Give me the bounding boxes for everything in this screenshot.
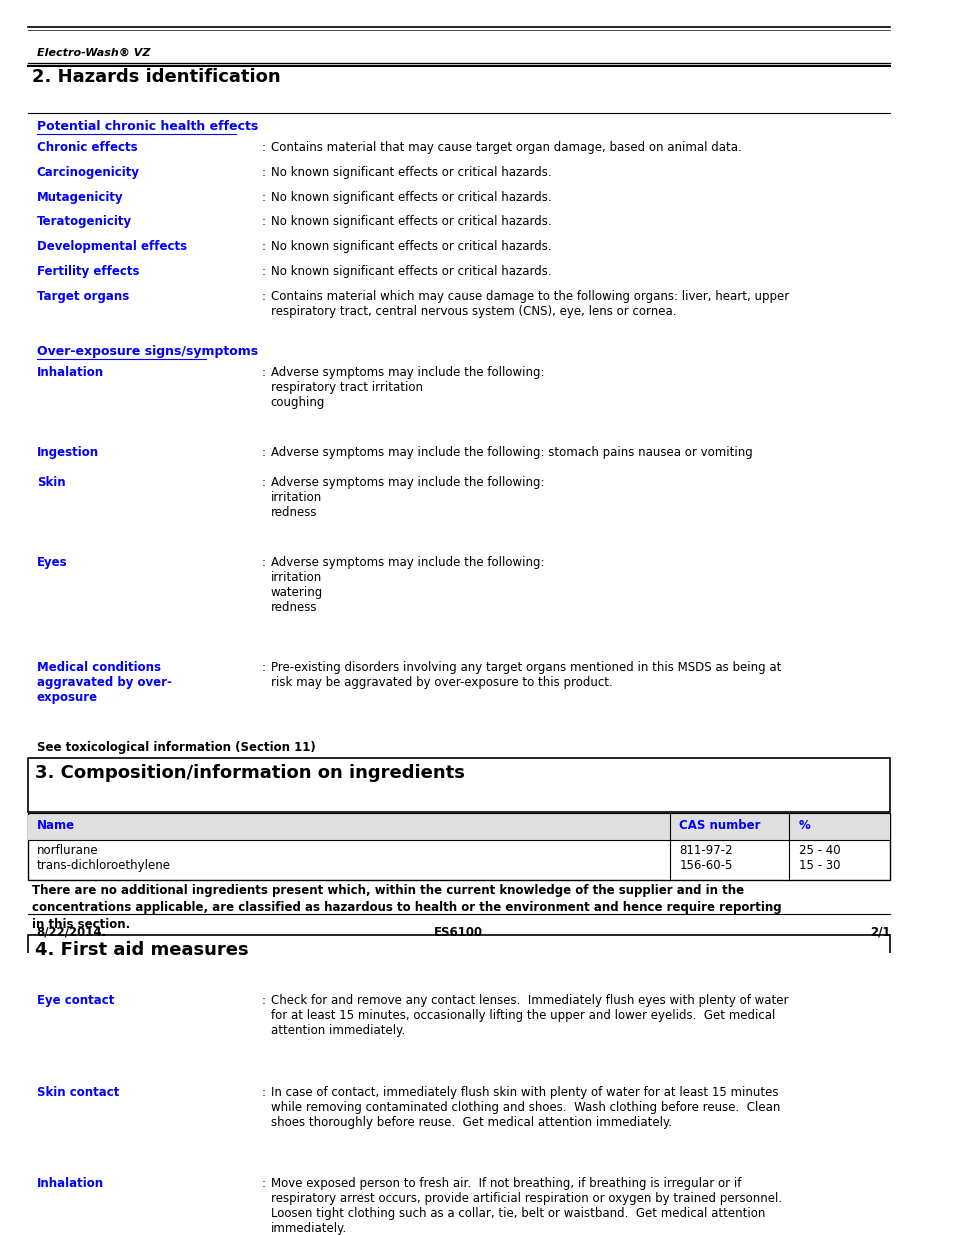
Text: 25 - 40
15 - 30: 25 - 40 15 - 30 xyxy=(798,844,840,872)
Text: No known significant effects or critical hazards.: No known significant effects or critical… xyxy=(271,215,551,228)
Text: In case of contact, immediately flush skin with plenty of water for at least 15 : In case of contact, immediately flush sk… xyxy=(271,1086,780,1129)
Text: Eyes: Eyes xyxy=(36,556,68,569)
Text: Adverse symptoms may include the following: stomach pains nausea or vomiting: Adverse symptoms may include the followi… xyxy=(271,446,752,459)
Text: Inhalation: Inhalation xyxy=(36,366,104,379)
Text: Potential chronic health effects: Potential chronic health effects xyxy=(36,120,257,133)
Text: :: : xyxy=(261,165,265,179)
FancyBboxPatch shape xyxy=(28,815,889,840)
Text: Adverse symptoms may include the following:
irritation
watering
redness: Adverse symptoms may include the followi… xyxy=(271,556,544,614)
Text: :: : xyxy=(261,661,265,674)
Text: Inhalation: Inhalation xyxy=(36,1177,104,1191)
Text: :: : xyxy=(261,994,265,1008)
Text: Medical conditions
aggravated by over-
exposure: Medical conditions aggravated by over- e… xyxy=(36,661,172,704)
Text: Name: Name xyxy=(36,819,74,832)
Text: Over-exposure signs/symptoms: Over-exposure signs/symptoms xyxy=(36,345,257,358)
Text: :: : xyxy=(261,240,265,253)
Text: 4. First aid measures: 4. First aid measures xyxy=(35,941,248,960)
Text: Contains material which may cause damage to the following organs: liver, heart, : Contains material which may cause damage… xyxy=(271,289,788,317)
Text: See toxicological information (Section 11): See toxicological information (Section 1… xyxy=(36,741,315,755)
Text: Skin contact: Skin contact xyxy=(36,1086,119,1099)
Text: Check for and remove any contact lenses.  Immediately flush eyes with plenty of : Check for and remove any contact lenses.… xyxy=(271,994,787,1037)
FancyBboxPatch shape xyxy=(28,814,889,881)
Text: Adverse symptoms may include the following:
respiratory tract irritation
coughin: Adverse symptoms may include the followi… xyxy=(271,366,544,409)
Text: 8/22/2014.: 8/22/2014. xyxy=(36,926,107,939)
Text: Carcinogenicity: Carcinogenicity xyxy=(36,165,139,179)
Text: Mutagenicity: Mutagenicity xyxy=(36,190,123,204)
Text: :: : xyxy=(261,190,265,204)
FancyBboxPatch shape xyxy=(28,758,889,811)
Text: Skin: Skin xyxy=(36,477,65,489)
Text: Electro-Wash® VZ: Electro-Wash® VZ xyxy=(36,48,150,58)
Text: :: : xyxy=(261,1086,265,1099)
Text: Teratogenicity: Teratogenicity xyxy=(36,215,132,228)
Text: :: : xyxy=(261,289,265,303)
Text: Chronic effects: Chronic effects xyxy=(36,141,137,154)
Text: No known significant effects or critical hazards.: No known significant effects or critical… xyxy=(271,240,551,253)
Text: :: : xyxy=(261,477,265,489)
Text: No known significant effects or critical hazards.: No known significant effects or critical… xyxy=(271,264,551,278)
Text: 2. Hazards identification: 2. Hazards identification xyxy=(32,68,280,85)
Text: No known significant effects or critical hazards.: No known significant effects or critical… xyxy=(271,190,551,204)
Text: 811-97-2
156-60-5: 811-97-2 156-60-5 xyxy=(679,844,732,872)
Text: CAS number: CAS number xyxy=(679,819,760,832)
Text: Contains material that may cause target organ damage, based on animal data.: Contains material that may cause target … xyxy=(271,141,740,154)
Text: There are no additional ingredients present which, within the current knowledge : There are no additional ingredients pres… xyxy=(32,884,781,931)
Text: :: : xyxy=(261,264,265,278)
Text: :: : xyxy=(261,366,265,379)
Text: No known significant effects or critical hazards.: No known significant effects or critical… xyxy=(271,165,551,179)
Text: Developmental effects: Developmental effects xyxy=(36,240,187,253)
Text: Ingestion: Ingestion xyxy=(36,446,99,459)
Text: Move exposed person to fresh air.  If not breathing, if breathing is irregular o: Move exposed person to fresh air. If not… xyxy=(271,1177,781,1235)
Text: :: : xyxy=(261,215,265,228)
Text: :: : xyxy=(261,141,265,154)
Text: Eye contact: Eye contact xyxy=(36,994,114,1008)
Text: %: % xyxy=(798,819,809,832)
Text: :: : xyxy=(261,556,265,569)
Text: 3. Composition/information on ingredients: 3. Composition/information on ingredient… xyxy=(35,764,464,782)
Text: Target organs: Target organs xyxy=(36,289,129,303)
Text: :: : xyxy=(261,1177,265,1191)
FancyBboxPatch shape xyxy=(28,935,889,989)
Text: Fertility effects: Fertility effects xyxy=(36,264,139,278)
Text: ES6100: ES6100 xyxy=(434,926,483,939)
Text: 2/1: 2/1 xyxy=(869,926,889,939)
Text: Pre-existing disorders involving any target organs mentioned in this MSDS as bei: Pre-existing disorders involving any tar… xyxy=(271,661,781,689)
Text: norflurane
trans-dichloroethylene: norflurane trans-dichloroethylene xyxy=(36,844,171,872)
Text: :: : xyxy=(261,446,265,459)
Text: Adverse symptoms may include the following:
irritation
redness: Adverse symptoms may include the followi… xyxy=(271,477,544,519)
